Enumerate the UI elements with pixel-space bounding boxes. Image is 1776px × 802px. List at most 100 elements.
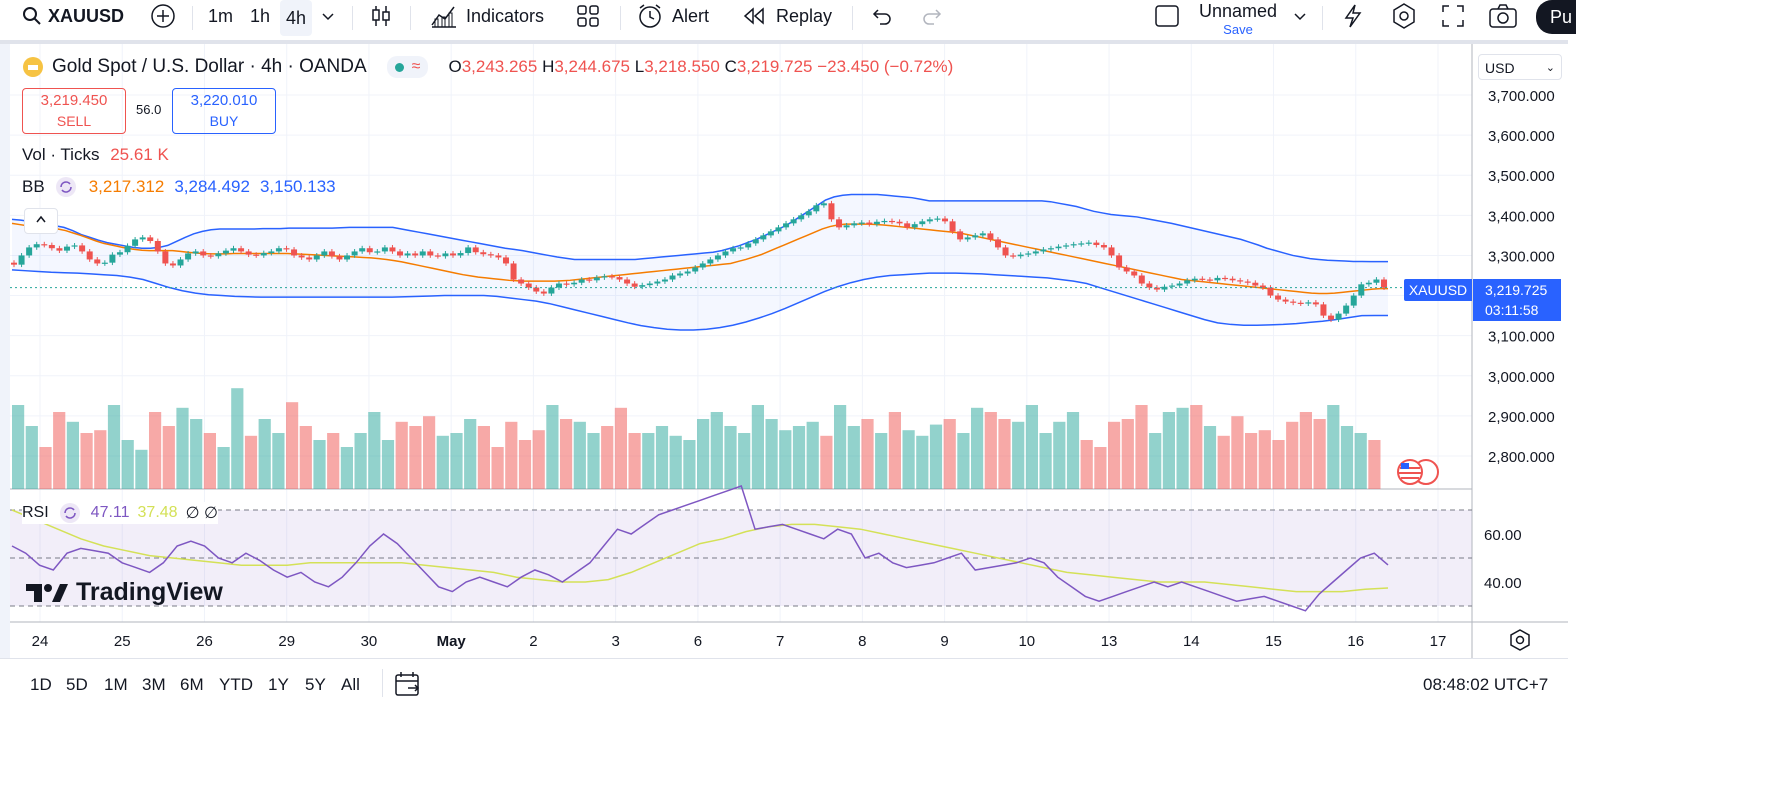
range-1m[interactable]: 1M xyxy=(104,675,128,694)
volume-bar xyxy=(573,421,586,489)
layout-checkbox[interactable] xyxy=(1154,0,1180,32)
candle-body xyxy=(578,279,585,283)
interval-dropdown-button[interactable] xyxy=(318,0,338,32)
rsi-ma-value: 37.48 xyxy=(137,504,178,521)
candle-body xyxy=(1078,243,1085,245)
candle-body xyxy=(419,251,426,256)
replay-button[interactable]: Replay xyxy=(742,0,832,32)
fullscreen-button[interactable] xyxy=(1440,0,1466,32)
camera-icon xyxy=(1489,4,1517,28)
candle-body xyxy=(730,248,737,252)
volume-bar xyxy=(1354,433,1367,489)
tradingview-watermark[interactable]: TradingView xyxy=(26,578,223,607)
candle-body xyxy=(480,252,487,255)
range-3m[interactable]: 3M xyxy=(142,675,166,694)
candle-body xyxy=(185,253,192,260)
symbol-title[interactable]: Gold Spot / U.S. Dollar · 4h · OANDA xyxy=(52,56,367,77)
candle-body xyxy=(404,253,411,256)
indicators-button[interactable]: Indicators xyxy=(430,0,544,32)
candle-body xyxy=(94,259,101,264)
compare-symbol-button[interactable] xyxy=(150,0,176,32)
watermark-text: TradingView xyxy=(76,578,223,606)
collapse-legend-button[interactable] xyxy=(24,208,58,234)
settings-button[interactable] xyxy=(1390,0,1418,32)
candle-body xyxy=(548,287,555,294)
range-all[interactable]: All xyxy=(341,675,360,694)
candle-body xyxy=(56,248,63,251)
candle-body xyxy=(33,244,40,248)
candle-body xyxy=(487,254,494,256)
layout-name: Unnamed xyxy=(1198,1,1278,21)
candle-body xyxy=(1320,304,1327,316)
wave-icon: ≈ xyxy=(411,58,421,75)
candle-body xyxy=(722,251,729,256)
alert-button[interactable]: Alert xyxy=(636,0,709,32)
range-1d[interactable]: 1D xyxy=(30,675,52,694)
symbol-search-button[interactable]: XAUUSD xyxy=(22,0,124,32)
time-tick-label: 30 xyxy=(361,633,378,650)
currency-select[interactable]: USD ⌄ xyxy=(1478,54,1562,80)
redo-button[interactable] xyxy=(920,0,944,32)
range-5y[interactable]: 5Y xyxy=(305,675,326,694)
rsi-value: 47.11 xyxy=(90,504,130,521)
interval-1h[interactable]: 1h xyxy=(250,5,271,26)
bb-basis-value: 3,217.312 xyxy=(88,177,165,196)
redo-icon xyxy=(923,9,942,25)
layout-name-button[interactable]: Unnamed Save xyxy=(1198,1,1278,37)
sell-button[interactable]: 3,219.450 SELL xyxy=(22,88,126,134)
volume-bar xyxy=(765,419,778,489)
candle-body xyxy=(109,254,116,263)
chart-canvas[interactable]: 3,700.000 3,600.000 3,500.000 3,400.000 3,30… xyxy=(0,44,1568,658)
rsi-legend[interactable]: RSI 47.11 37.48 ∅ ∅ xyxy=(22,502,218,524)
snapshot-button[interactable] xyxy=(1488,0,1518,32)
go-to-date-button[interactable] xyxy=(394,671,422,702)
candle-body xyxy=(328,251,335,257)
range-ytd[interactable]: YTD xyxy=(219,675,253,694)
sell-label: SELL xyxy=(56,113,92,129)
interval-4h[interactable]: 4h xyxy=(280,0,313,36)
candle-body xyxy=(1002,247,1009,256)
templates-button[interactable] xyxy=(576,0,600,32)
candle-body xyxy=(1206,279,1213,281)
search-icon xyxy=(23,7,41,25)
volume-bar xyxy=(861,419,874,489)
candle-body xyxy=(555,283,562,288)
volume-legend[interactable]: Vol · Ticks 25.61 K xyxy=(22,145,169,165)
events-flags[interactable] xyxy=(1396,457,1440,492)
volume-bar xyxy=(354,433,367,489)
range-5d[interactable]: 5D xyxy=(66,675,88,694)
range-1y[interactable]: 1Y xyxy=(268,675,289,694)
time-tick-label: 8 xyxy=(858,633,866,650)
volume-bar xyxy=(436,435,449,489)
volume-bar xyxy=(1313,419,1326,489)
buy-button[interactable]: 3,220.010 BUY xyxy=(172,88,276,134)
candle-body xyxy=(752,239,759,244)
candle-body xyxy=(1017,254,1024,257)
candle-body xyxy=(1305,302,1312,304)
chart-area[interactable]: 3,700.000 3,600.000 3,500.000 3,400.000 3,30… xyxy=(0,44,1568,658)
symbol-name: XAUUSD xyxy=(48,5,125,26)
interval-1m[interactable]: 1m xyxy=(208,5,234,26)
volume-bar xyxy=(94,430,107,489)
candle-body xyxy=(624,279,631,284)
price-tick-label: 3,400.000 xyxy=(1488,208,1555,225)
clock[interactable]: 08:48:02 UTC+7 xyxy=(1423,675,1549,694)
sync-icon xyxy=(59,503,80,523)
range-6m[interactable]: 6M xyxy=(180,675,204,694)
volume-bar xyxy=(1039,433,1052,489)
chart-settings-button[interactable] xyxy=(1508,628,1532,657)
high-value: 3,244.675 xyxy=(554,57,630,76)
bb-legend[interactable]: BB 3,217.312 3,284.492 3,150.133 xyxy=(22,176,336,198)
market-status[interactable]: ≈ xyxy=(386,56,429,78)
undo-button[interactable] xyxy=(870,0,894,32)
publish-button[interactable]: Pu xyxy=(1536,0,1576,34)
candle-body xyxy=(616,277,623,280)
chart-type-button[interactable] xyxy=(368,0,394,32)
quick-search-button[interactable] xyxy=(1340,0,1366,32)
close-label: C xyxy=(724,57,737,76)
candle-body xyxy=(215,253,222,257)
layout-dropdown-button[interactable] xyxy=(1290,0,1310,32)
market-open-dot-icon xyxy=(394,62,404,72)
volume-bar xyxy=(847,426,860,489)
candle-body xyxy=(359,248,366,252)
